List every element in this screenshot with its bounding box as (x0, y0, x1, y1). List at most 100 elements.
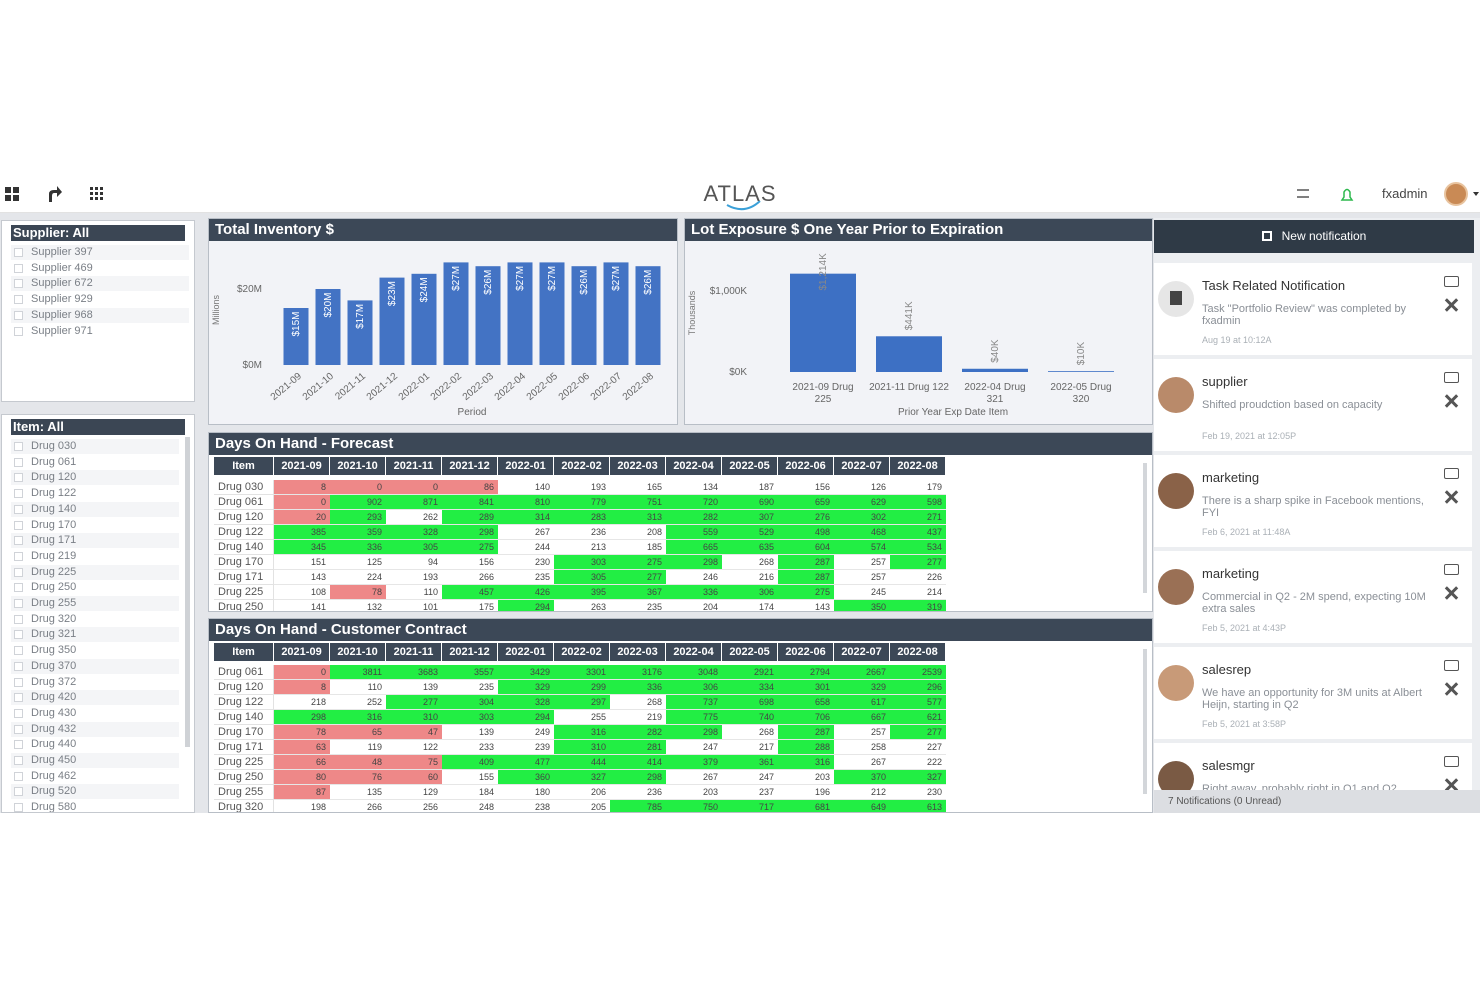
button-label[interactable]: New notification (1281, 229, 1367, 243)
option-label[interactable]: Drug 372 (31, 675, 77, 688)
option-label[interactable]: Drug 225 (31, 565, 77, 578)
filter-option[interactable]: Drug 420 (11, 690, 179, 706)
checkbox[interactable] (14, 583, 23, 593)
apps-icon[interactable] (90, 187, 103, 200)
checkbox[interactable] (14, 442, 23, 451)
option-label[interactable]: Supplier 929 (31, 293, 93, 306)
option-label[interactable]: Drug 420 (31, 691, 77, 704)
checkbox[interactable] (14, 756, 23, 765)
checkbox[interactable] (14, 473, 23, 483)
filter-option[interactable]: Supplier 968 (11, 307, 189, 323)
option-label[interactable]: Supplier 971 (31, 324, 93, 337)
filter-option[interactable]: Supplier 397 (11, 245, 189, 260)
filter-option[interactable]: Drug 320 (11, 611, 179, 627)
filter-option[interactable]: Drug 462 (11, 768, 179, 784)
option-label[interactable]: Drug 462 (31, 769, 77, 782)
dismiss-icon[interactable] (1443, 393, 1459, 409)
option-label[interactable]: Drug 580 (31, 801, 77, 813)
filter-option[interactable]: Drug 219 (11, 548, 179, 564)
option-label[interactable]: Drug 120 (31, 471, 77, 484)
checkbox[interactable] (14, 708, 23, 718)
user-name[interactable]: fxadmin (1382, 186, 1428, 201)
filter-option[interactable]: Drug 250 (11, 580, 179, 596)
filter-option[interactable]: Supplier 971 (11, 323, 189, 339)
dismiss-icon[interactable] (1443, 681, 1459, 697)
checkbox[interactable] (14, 599, 23, 608)
filter-option[interactable]: Drug 450 (11, 753, 179, 768)
user-avatar[interactable] (1444, 182, 1468, 206)
checkbox[interactable] (14, 661, 23, 671)
option-label[interactable]: Drug 171 (31, 534, 77, 547)
filter-option[interactable]: Drug 140 (11, 501, 179, 517)
option-label[interactable]: Drug 432 (31, 722, 77, 735)
checkbox[interactable] (14, 263, 23, 273)
filter-option[interactable]: Drug 580 (11, 800, 179, 813)
filter-option[interactable]: Drug 225 (11, 564, 179, 580)
checkbox[interactable] (14, 326, 23, 336)
option-label[interactable]: Drug 250 (31, 581, 77, 594)
checkbox[interactable] (14, 551, 23, 561)
filter-option[interactable]: Supplier 469 (11, 260, 189, 276)
checkbox[interactable] (14, 771, 23, 781)
option-label[interactable]: Drug 255 (31, 597, 77, 609)
filter-option[interactable]: Drug 520 (11, 784, 179, 800)
dismiss-icon[interactable] (1443, 297, 1459, 313)
option-label[interactable]: Drug 370 (31, 659, 77, 672)
read-icon[interactable] (1444, 756, 1459, 767)
filter-option[interactable]: Drug 122 (11, 486, 179, 502)
checkbox[interactable] (14, 310, 23, 320)
filter-option[interactable]: Drug 030 (11, 439, 179, 454)
checkbox[interactable] (14, 248, 23, 257)
option-label[interactable]: Drug 219 (31, 549, 77, 562)
option-label[interactable]: Supplier 672 (31, 277, 93, 290)
option-label[interactable]: Drug 140 (31, 502, 77, 515)
option-label[interactable]: Drug 122 (31, 487, 77, 500)
option-label[interactable]: Supplier 469 (31, 261, 93, 274)
checkbox[interactable] (14, 630, 23, 640)
filter-option[interactable]: Drug 432 (11, 721, 179, 737)
dashboard-icon[interactable] (5, 187, 19, 201)
filter-option[interactable]: Drug 171 (11, 533, 179, 549)
option-label[interactable]: Drug 170 (31, 518, 77, 531)
checkbox[interactable] (14, 567, 23, 577)
filter-option[interactable]: Drug 370 (11, 658, 179, 674)
filter-title[interactable]: Supplier: All (11, 225, 185, 241)
checkbox[interactable] (14, 295, 23, 305)
filter-title[interactable]: Item: All (11, 419, 185, 435)
checkbox[interactable] (14, 520, 23, 530)
bell-icon[interactable] (1340, 188, 1354, 201)
option-label[interactable]: Drug 030 (31, 440, 77, 452)
option-label[interactable]: Drug 520 (31, 785, 77, 798)
filter-option[interactable]: Drug 255 (11, 596, 179, 611)
checkbox[interactable] (14, 279, 23, 289)
checkbox[interactable] (14, 724, 23, 734)
dismiss-icon[interactable] (1443, 489, 1459, 505)
filter-option[interactable]: Supplier 929 (11, 292, 189, 308)
user-caret[interactable] (1473, 192, 1479, 196)
filter-option[interactable]: Drug 321 (11, 627, 179, 643)
checkbox[interactable] (14, 489, 23, 499)
filter-option[interactable]: Drug 372 (11, 674, 179, 690)
checkbox[interactable] (14, 803, 23, 812)
option-label[interactable]: Drug 320 (31, 612, 77, 625)
option-label[interactable]: Drug 430 (31, 706, 77, 719)
option-label[interactable]: Drug 061 (31, 455, 77, 468)
option-label[interactable]: Drug 350 (31, 644, 77, 657)
checkbox[interactable] (14, 614, 23, 624)
checkbox[interactable] (14, 536, 23, 546)
option-label[interactable]: Supplier 397 (31, 246, 93, 258)
new-notification-button[interactable]: New notification (1154, 220, 1474, 253)
checkbox[interactable] (14, 457, 23, 467)
read-icon[interactable] (1444, 372, 1459, 383)
toggle-icon[interactable] (1297, 189, 1309, 198)
checkbox[interactable] (14, 504, 23, 514)
checkbox[interactable] (14, 740, 23, 750)
share-icon[interactable] (49, 186, 62, 202)
checkbox[interactable] (14, 693, 23, 703)
filter-option[interactable]: Drug 440 (11, 737, 179, 753)
option-label[interactable]: Drug 321 (31, 628, 77, 641)
read-icon[interactable] (1444, 660, 1459, 671)
filter-option[interactable]: Drug 061 (11, 454, 179, 470)
filter-option[interactable]: Drug 170 (11, 517, 179, 533)
filter-option[interactable]: Drug 350 (11, 643, 179, 659)
